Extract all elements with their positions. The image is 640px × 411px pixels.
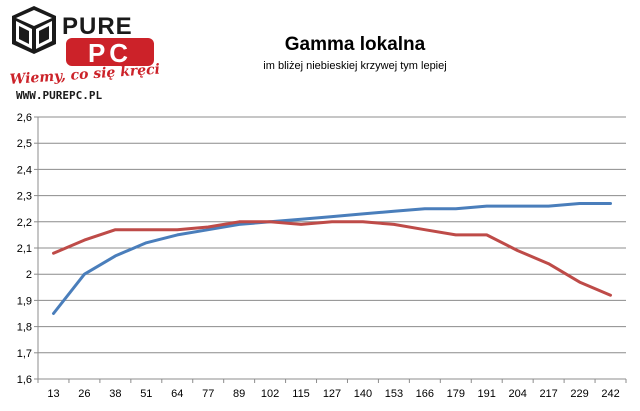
series-line-1	[52, 202, 612, 315]
logo-url: WWW.PUREPC.PL	[16, 89, 102, 102]
logo-brand-top: PURE	[62, 13, 133, 40]
x-tick-label: 38	[109, 388, 121, 400]
y-tick-label: 2,5	[17, 138, 32, 150]
x-tick-label: 229	[570, 388, 588, 400]
y-tick-label: 2,6	[17, 112, 32, 124]
y-tick-label: 1,9	[17, 295, 32, 307]
chart-title: Gamma lokalna	[284, 34, 426, 55]
cube-icon	[12, 6, 56, 54]
x-tick-label: 191	[478, 388, 496, 400]
y-tick-label: 1,8	[17, 322, 32, 334]
x-tick-label: 242	[601, 388, 619, 400]
y-tick-label: 2,1	[17, 243, 32, 255]
y-tick-label: 1,7	[17, 348, 32, 360]
logo-brand-bottom: PC	[88, 38, 132, 68]
purepc-logo: PURE PC Wiemy, co się kręci ! WWW.PUREPC…	[4, 2, 172, 102]
x-tick-label: 115	[292, 388, 310, 400]
series-line-2	[52, 220, 612, 297]
x-tick-label: 51	[140, 388, 152, 400]
y-tick-label: 2	[26, 269, 32, 281]
x-tick-label: 127	[323, 388, 341, 400]
x-tick-label: 102	[261, 388, 279, 400]
y-tick-label: 2,4	[17, 164, 32, 176]
x-tick-label: 153	[385, 388, 403, 400]
x-tick-label: 64	[171, 388, 183, 400]
y-tick-label: 2,2	[17, 217, 32, 229]
x-tick-label: 13	[47, 388, 59, 400]
x-tick-label: 77	[202, 388, 214, 400]
x-tick-label: 140	[354, 388, 372, 400]
x-tick-label: 166	[416, 388, 434, 400]
x-tick-label: 204	[509, 388, 527, 400]
y-tick-label: 1,6	[17, 374, 32, 386]
y-tick-label: 2,3	[17, 191, 32, 203]
x-tick-label: 179	[447, 388, 465, 400]
chart-subtitle: im bliżej niebieskiej krzywej tym lepiej	[263, 60, 447, 72]
x-tick-label: 89	[233, 388, 245, 400]
x-tick-label: 217	[539, 388, 557, 400]
x-tick-label: 26	[78, 388, 90, 400]
